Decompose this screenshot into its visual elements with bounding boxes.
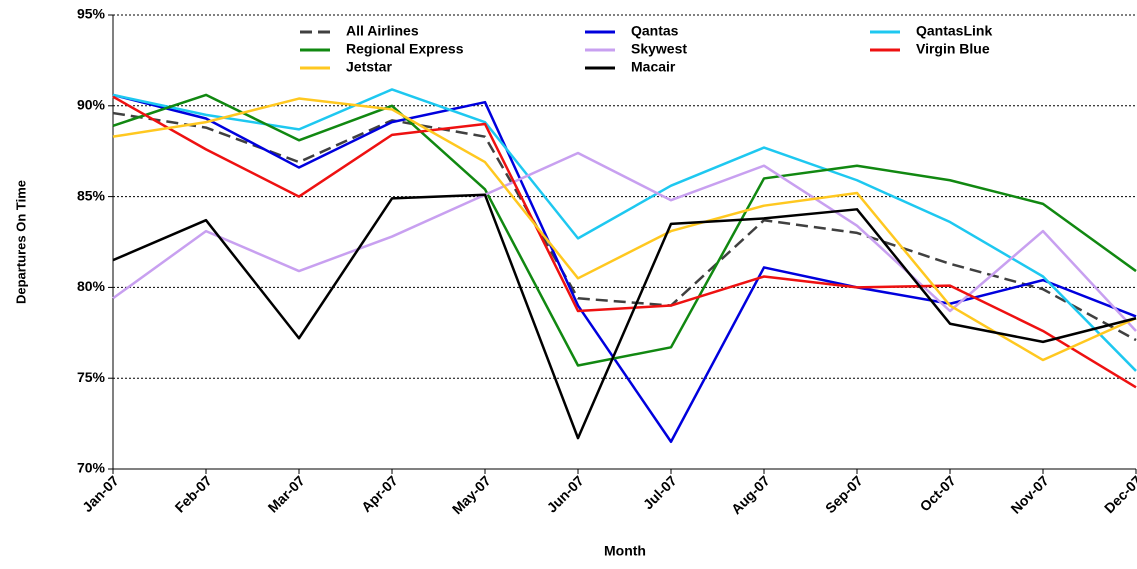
y-tick-label: 80% (77, 278, 106, 294)
series-line (112, 93, 1137, 367)
legend-label: Qantas (631, 23, 679, 39)
x-tick-label: Oct-07 (917, 472, 959, 514)
legend-label: Jetstar (346, 59, 392, 75)
series-line (112, 95, 1137, 389)
series-line (112, 88, 1137, 372)
series-line (112, 97, 1137, 362)
x-tick-label: Dec-07 (1101, 472, 1137, 516)
x-axis-title: Month (604, 543, 646, 559)
y-tick-label: 85% (77, 187, 106, 203)
series-line (112, 193, 1137, 440)
x-tick-label: Jun-07 (544, 472, 587, 515)
series-line (112, 111, 1137, 342)
x-tick-label: May-07 (449, 472, 494, 517)
series-line (112, 151, 1137, 332)
legend-label: Regional Express (346, 41, 464, 57)
x-tick-label: Feb-07 (172, 472, 215, 515)
x-tick-label: Jul-07 (640, 472, 680, 512)
y-tick-label: 75% (77, 369, 106, 385)
y-tick-label: 90% (77, 97, 106, 113)
x-tick-label: Aug-07 (728, 472, 773, 517)
x-tick-label: Mar-07 (265, 472, 308, 515)
x-tick-label: Jan-07 (79, 472, 122, 515)
legend-label: QantasLink (916, 23, 992, 39)
y-tick-label: 95% (77, 6, 106, 22)
x-tick-label: Apr-07 (358, 472, 401, 515)
legend-label: Macair (631, 59, 676, 75)
legend-label: Virgin Blue (916, 41, 990, 57)
x-tick-label: Nov-07 (1007, 472, 1051, 516)
legend-label: All Airlines (346, 23, 419, 39)
y-tick-label: 70% (77, 460, 106, 476)
y-axis-title: Departures On Time (13, 180, 28, 304)
legend-label: Skywest (631, 41, 687, 57)
series-line (112, 93, 1137, 444)
x-tick-label: Sep-07 (822, 472, 866, 516)
